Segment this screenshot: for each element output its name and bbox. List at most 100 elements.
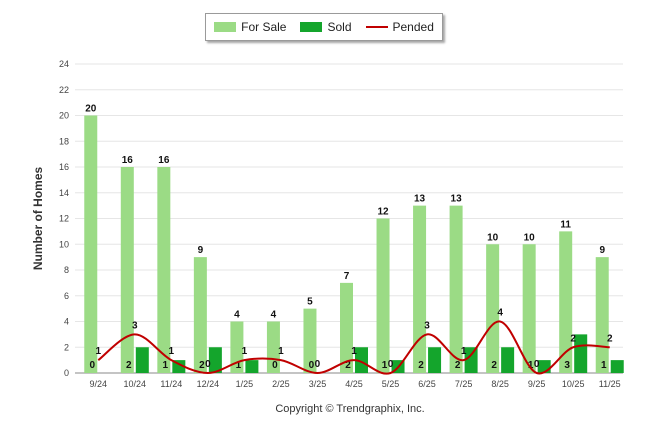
- x-tick-label: 11/24: [160, 379, 182, 389]
- bar-for-sale: [595, 257, 609, 373]
- y-tick-label: 6: [64, 291, 69, 301]
- data-label-for-sale: 13: [451, 194, 463, 205]
- legend-swatch-for-sale: [214, 22, 237, 32]
- bar-for-sale: [193, 257, 207, 373]
- data-label-sold: 0: [272, 360, 278, 371]
- x-tick-label: 9/24: [90, 379, 108, 389]
- bar-for-sale: [376, 218, 390, 373]
- y-tick-label: 8: [64, 265, 69, 275]
- y-tick-label: 16: [59, 162, 69, 172]
- y-axis-title: Number of Homes: [31, 167, 45, 271]
- bar-for-sale: [157, 167, 171, 373]
- x-tick-label: 1/25: [236, 379, 254, 389]
- y-tick-label: 14: [59, 188, 69, 198]
- x-tick-label: 9/25: [528, 379, 546, 389]
- bar-sold: [610, 360, 624, 373]
- bar-sold: [245, 360, 259, 373]
- data-label-sold: 1: [528, 360, 534, 371]
- data-label-pended: 0: [205, 359, 211, 370]
- data-label-sold: 1: [163, 360, 169, 371]
- bar-for-sale: [120, 167, 134, 373]
- bar-sold: [574, 334, 588, 373]
- data-label-pended: 0: [388, 359, 394, 370]
- bar-sold: [501, 347, 515, 373]
- legend-label-pended: Pended: [392, 20, 434, 34]
- x-tick-label: 2/25: [272, 379, 290, 389]
- data-label-pended: 1: [95, 346, 101, 357]
- x-tick-label: 5/25: [382, 379, 400, 389]
- data-label-for-sale: 9: [599, 245, 605, 256]
- x-tick-label: 7/25: [455, 379, 473, 389]
- legend: For Sale Sold Pended: [205, 13, 443, 41]
- bar-sold: [208, 347, 222, 373]
- data-label-sold: 2: [199, 360, 205, 371]
- data-label-for-sale: 5: [307, 297, 313, 308]
- x-tick-label: 6/25: [418, 379, 436, 389]
- x-tick-label: 10/24: [124, 379, 147, 389]
- bar-for-sale: [340, 282, 353, 373]
- data-label-for-sale: 12: [377, 207, 389, 218]
- data-label-for-sale: 11: [560, 219, 571, 230]
- legend-label-for-sale: For Sale: [241, 20, 287, 34]
- y-tick-label: 24: [59, 59, 69, 69]
- data-label-sold: 2: [345, 360, 351, 371]
- data-label-pended: 2: [607, 333, 613, 344]
- data-label-for-sale: 10: [487, 232, 499, 243]
- data-label-sold: 2: [126, 360, 132, 371]
- data-label-for-sale: 16: [122, 155, 134, 166]
- y-tick-label: 20: [59, 111, 69, 121]
- bar-for-sale: [230, 321, 244, 373]
- data-label-pended: 0: [315, 359, 321, 370]
- data-label-for-sale: 7: [344, 271, 350, 282]
- data-label-for-sale: 16: [158, 155, 170, 166]
- bar-for-sale: [84, 115, 98, 373]
- bar-for-sale: [486, 244, 500, 373]
- data-label-sold: 2: [455, 360, 461, 371]
- data-label-for-sale: 20: [85, 104, 97, 115]
- legend-item-for-sale: For Sale: [214, 20, 286, 34]
- bar-for-sale: [559, 231, 573, 373]
- y-tick-label: 18: [59, 136, 69, 146]
- copyright-text: Copyright © Trendgraphix, Inc.: [275, 403, 425, 415]
- data-label-sold: 2: [418, 360, 424, 371]
- data-label-for-sale: 4: [234, 310, 240, 321]
- data-label-sold: 2: [491, 360, 497, 371]
- line-pended: [97, 320, 610, 375]
- bar-for-sale: [522, 244, 536, 373]
- data-label-sold: 1: [601, 360, 607, 371]
- y-tick-label: 2: [64, 342, 69, 352]
- data-label-pended: 3: [132, 320, 138, 331]
- bar-sold: [464, 347, 478, 373]
- x-tick-label: 8/25: [491, 379, 509, 389]
- bar-for-sale: [449, 205, 463, 373]
- data-label-sold: 0: [89, 360, 95, 371]
- data-label-pended: 1: [461, 346, 467, 357]
- data-label-sold: 1: [236, 360, 242, 371]
- y-tick-label: 4: [64, 317, 69, 327]
- data-label-pended: 0: [534, 359, 540, 370]
- data-label-pended: 1: [169, 346, 175, 357]
- y-tick-label: 0: [64, 368, 69, 378]
- data-label-for-sale: 9: [198, 245, 204, 256]
- data-label-for-sale: 13: [414, 194, 426, 205]
- data-label-pended: 1: [242, 346, 248, 357]
- legend-swatch-pended: [365, 26, 388, 28]
- data-label-sold: 1: [382, 360, 388, 371]
- legend-label-sold: Sold: [327, 20, 352, 34]
- x-tick-label: 4/25: [345, 379, 363, 389]
- data-label-for-sale: 10: [524, 232, 536, 243]
- x-tick-label: 11/25: [599, 379, 621, 389]
- data-label-pended: 3: [424, 320, 430, 331]
- x-tick-label: 12/24: [197, 379, 220, 389]
- x-tick-label: 10/25: [562, 379, 585, 389]
- data-label-pended: 2: [570, 333, 576, 344]
- data-label-sold: 0: [309, 360, 315, 371]
- y-tick-label: 22: [59, 85, 69, 95]
- legend-item-pended: Pended: [365, 20, 434, 34]
- data-label-pended: 4: [497, 308, 503, 319]
- bar-sold: [537, 360, 551, 373]
- legend-swatch-sold: [300, 22, 323, 32]
- legend-item-sold: Sold: [300, 20, 352, 34]
- x-tick-label: 3/25: [309, 379, 327, 389]
